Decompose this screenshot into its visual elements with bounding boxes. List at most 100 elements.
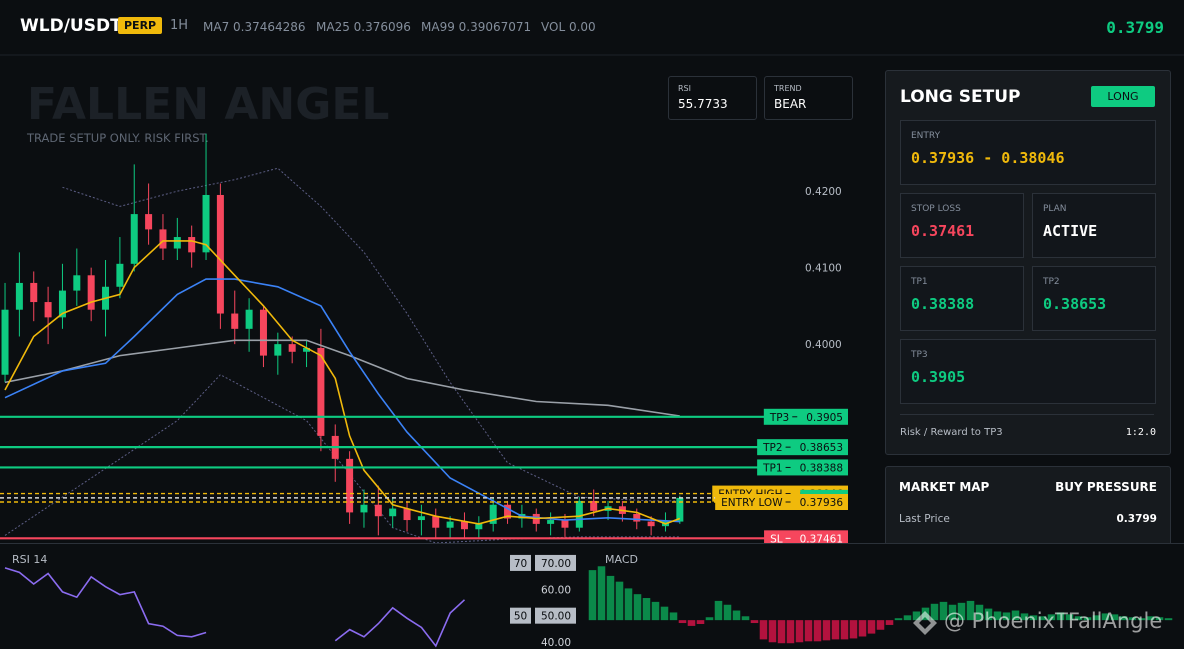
setup-panel: LONG SETUP LONG ENTRY 0.37936 - 0.38046 S… [885, 70, 1171, 455]
macd-bar [1119, 616, 1128, 621]
card: STOP LOSS 0.37461 [900, 193, 1024, 258]
candle-body [303, 347, 311, 352]
indicator: MA99 0.39067071 [421, 20, 532, 34]
macd-bar [651, 601, 660, 621]
macd-bar [597, 566, 606, 621]
macd-bar [624, 588, 633, 621]
indicator: MA25 0.376096 [316, 20, 411, 34]
rsi-line [4, 567, 466, 648]
candle-body [590, 500, 598, 511]
candle-body [360, 504, 368, 513]
candle-body [389, 508, 397, 517]
macd-bar [696, 620, 705, 624]
macd-bar [813, 620, 822, 642]
macd-bar [777, 620, 786, 644]
card-label: STOP LOSS [911, 204, 961, 214]
macd-bar [1029, 615, 1038, 621]
candle-body [460, 521, 468, 530]
candle-body [231, 313, 239, 329]
level-name: ENTRY LOW [721, 497, 783, 509]
macd-bar [732, 610, 741, 621]
candle-body [475, 523, 483, 530]
stat-box: RSI 55.7733 [668, 76, 757, 120]
card: TP2 0.38653 [1032, 266, 1156, 331]
candle-body [633, 513, 641, 522]
card-label: TP1 [911, 277, 928, 287]
market-status: BUY PRESSURE [1055, 480, 1157, 494]
level-value: 0.37461 [800, 533, 843, 545]
macd-bar [903, 615, 912, 621]
candle-body [159, 229, 167, 249]
candle-body [446, 521, 454, 528]
macd-bar [1038, 616, 1047, 621]
level-name: TP3 [769, 412, 789, 424]
level-value: 0.38388 [800, 462, 843, 474]
y-tick-label: 0.4100 [805, 263, 842, 275]
card-value: 0.38653 [1043, 295, 1107, 313]
macd-bar [966, 600, 975, 621]
stat-value: BEAR [774, 97, 807, 111]
candle-body [245, 309, 253, 329]
macd-bar [1047, 614, 1056, 621]
macd-bar [1155, 617, 1164, 621]
tick-bg [535, 554, 576, 571]
candle-body [15, 282, 23, 310]
card: TP3 0.3905 [900, 339, 1156, 404]
y-tick-label: 0.4200 [805, 186, 842, 198]
macd-bar [1101, 613, 1110, 621]
macd-bar [1110, 614, 1119, 621]
stat-box: TREND BEAR [764, 76, 853, 120]
candle-body [188, 237, 196, 253]
card-label: ENTRY [911, 131, 941, 141]
macd-bar [687, 620, 696, 626]
macd-bar [678, 620, 687, 624]
divider [900, 414, 1154, 415]
rr-label: Risk / Reward to TP3 [900, 427, 1003, 438]
symbol: WLD/USDT [20, 16, 122, 36]
card-value: 0.3905 [911, 368, 966, 386]
candle-body [173, 237, 181, 249]
macd-bar [1128, 617, 1137, 621]
level-label-bg [763, 408, 848, 425]
band-line [62, 167, 680, 502]
candle-body [676, 497, 684, 522]
ma-line [4, 240, 681, 525]
level-value: 0.37936 [800, 497, 844, 509]
stat-label: RSI [678, 84, 691, 93]
macd-bar [723, 604, 732, 621]
y-tick-label: 50.00 [541, 611, 571, 623]
row-value: 0.3799 [1116, 513, 1157, 525]
candle-body [87, 275, 95, 310]
macd-title: MACD [605, 553, 638, 566]
y-tick-label: 40.00 [541, 637, 571, 649]
macd-bar [867, 620, 876, 634]
macd-bar [1137, 618, 1146, 621]
level-value: 0.38653 [800, 442, 843, 454]
macd-bar [1011, 610, 1020, 621]
badge: PERP [118, 17, 163, 34]
row-label: Last Price [899, 513, 950, 525]
macd-bar [669, 612, 678, 621]
macd-bar [1002, 612, 1011, 621]
level-label: 70 [514, 558, 527, 570]
macd-bar [642, 598, 651, 621]
indicator: MA7 0.37464286 [203, 20, 306, 34]
rr-value: 1:2.0 [1125, 427, 1156, 438]
candle-body [58, 290, 66, 318]
candle-body [575, 500, 583, 528]
card-label: TP3 [911, 350, 928, 360]
macd-bar [606, 575, 615, 621]
credit-icon [913, 611, 937, 635]
level-label-bg [764, 530, 848, 547]
y-tick-label: 70.00 [541, 558, 571, 570]
level-value: 0.3905 [806, 412, 843, 424]
card-label: TP2 [1043, 277, 1060, 287]
interval[interactable]: 1H [170, 18, 189, 33]
candle-body [116, 263, 124, 287]
level-name: TP2 [762, 442, 782, 454]
macd-bar [1020, 613, 1029, 621]
level-name: SL [770, 533, 783, 545]
level-label: 50 [514, 611, 527, 623]
macd-bar [588, 570, 597, 621]
